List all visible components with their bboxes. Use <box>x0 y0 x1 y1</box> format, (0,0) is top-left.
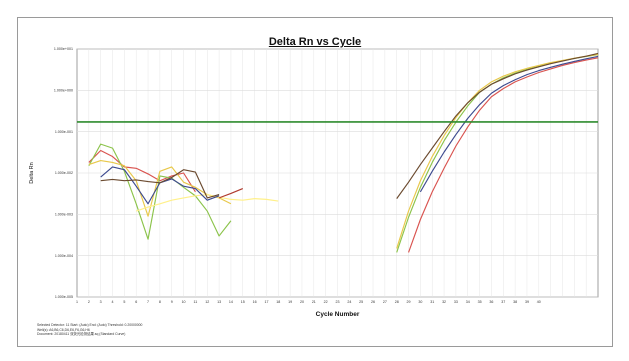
x-tick-label: 15 <box>241 300 245 304</box>
series-line <box>419 55 599 193</box>
delta-rn-chart: 1.000e+001 1.000e+000 1.000e-001 1.000e-002… <box>29 47 599 318</box>
x-tick-label: 5 <box>123 300 125 304</box>
x-tick-label: 32 <box>442 300 446 304</box>
x-tick-label: 22 <box>324 300 328 304</box>
series-line <box>396 53 599 249</box>
series-line <box>136 194 279 212</box>
x-tick-label: 1 <box>76 300 78 304</box>
y-tick-label: 1.000e+001 <box>54 47 73 51</box>
series-line <box>88 143 232 240</box>
x-axis-label: Cycle Number <box>316 311 360 318</box>
x-tick-label: 33 <box>454 300 458 304</box>
x-tick-label: 39 <box>525 300 529 304</box>
footer-line-detector: Selected Detector: 11 Start: (Auto) End:… <box>37 323 143 327</box>
x-tick-label: 26 <box>371 300 375 304</box>
x-tick-label: 28 <box>395 300 399 304</box>
x-tick-label: 38 <box>513 300 517 304</box>
x-tick-label: 36 <box>489 300 493 304</box>
x-tick-label: 3 <box>100 300 102 304</box>
y-tick-label: 1.000e-003 <box>55 213 73 217</box>
y-tick-label: 1.000e-001 <box>55 130 73 134</box>
x-tick-label: 40 <box>537 300 541 304</box>
y-tick-label: 1.000e-002 <box>55 171 73 175</box>
x-tick-label: 30 <box>418 300 422 304</box>
x-tick-label: 10 <box>182 300 186 304</box>
chart-frame: Delta Rn vs Cycle 1.000e+001 1.000e+000 1.… <box>17 17 613 347</box>
series-line <box>408 57 599 253</box>
x-tick-label: 9 <box>171 300 173 304</box>
x-tick-label: 8 <box>159 300 161 304</box>
footer-line-document: Document: 20180411 双荧光检测结果.sq (Standard … <box>37 332 126 337</box>
x-tick-label: 21 <box>312 300 316 304</box>
y-tick-label: 1.000e-005 <box>55 295 73 299</box>
y-tick-label: 1.000e-004 <box>55 254 73 258</box>
x-tick-label: 4 <box>112 300 114 304</box>
x-tick-label: 11 <box>194 300 198 304</box>
x-tick-label: 13 <box>217 300 221 304</box>
x-tick-label: 12 <box>205 300 209 304</box>
chart-title: Delta Rn vs Cycle <box>268 36 362 48</box>
series-line <box>100 169 220 199</box>
x-tick-label: 24 <box>347 300 351 304</box>
x-tick-label: 16 <box>253 300 257 304</box>
x-tick-label: 31 <box>430 300 434 304</box>
chart-footer: Selected Detector: 11 Start: (Auto) End:… <box>37 323 142 337</box>
y-axis-label: Delta Rn <box>29 162 35 183</box>
x-tick-label: 20 <box>300 300 304 304</box>
x-tick-label: 35 <box>478 300 482 304</box>
x-tick-label: 37 <box>501 300 505 304</box>
x-tick-label: 14 <box>229 300 233 304</box>
x-tick-label: 29 <box>407 300 411 304</box>
x-tick-label: 7 <box>147 300 149 304</box>
x-tick-label: 17 <box>264 300 268 304</box>
x-tick-label: 18 <box>276 300 280 304</box>
footer-line-wells: Well(s): A6,B6,C6,D6,E6,F6,G6,H6 <box>37 327 90 332</box>
x-tick-label: 19 <box>288 300 292 304</box>
x-tick-label: 23 <box>336 300 340 304</box>
series-line <box>218 188 243 199</box>
x-tick-label: 34 <box>466 300 470 304</box>
series-line <box>396 52 599 199</box>
x-tick-label: 25 <box>359 300 363 304</box>
x-tick-label: 2 <box>88 300 90 304</box>
x-tick-label: 27 <box>383 300 387 304</box>
x-tick-label: 6 <box>135 300 137 304</box>
y-tick-label: 1.000e+000 <box>54 89 73 93</box>
